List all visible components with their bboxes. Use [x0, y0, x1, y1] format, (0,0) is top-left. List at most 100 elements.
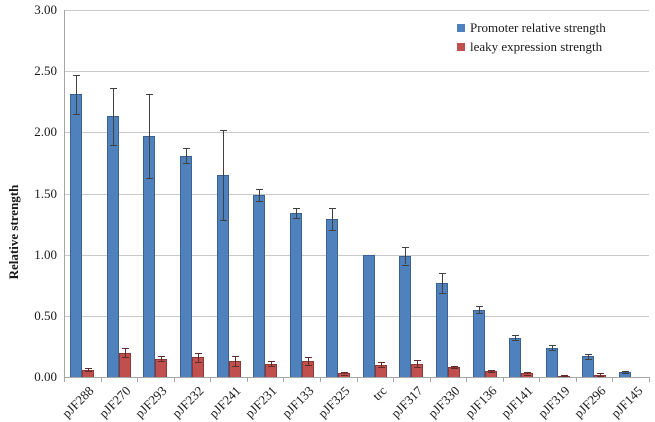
legend-item-promoter: Promoter relative strength	[457, 21, 606, 35]
errorbar-leaky-pJF133-cap-top	[304, 357, 312, 359]
errorbar-promoter-pJF296-cap-top	[585, 353, 593, 355]
y-tick-label: 2.00	[34, 124, 57, 140]
errorbar-promoter-pJF141	[515, 335, 516, 341]
errorbar-leaky-pJF231-cap-top	[268, 361, 276, 363]
errorbar-promoter-pJF141-cap-bottom	[512, 340, 519, 342]
errorbar-leaky-pJF317-cap-top	[414, 359, 422, 361]
errorbar-promoter-pJF133-cap-top	[292, 208, 300, 210]
y-tick-label: 2.50	[34, 63, 57, 79]
legend-swatch-leaky-icon	[457, 43, 465, 51]
errorbar-leaky-pJF241	[234, 356, 236, 366]
x-tick-mark	[356, 378, 358, 382]
legend-label-leaky: leaky expression strength	[470, 39, 603, 54]
legend-swatch-promoter-icon	[457, 24, 465, 32]
bar-promoter-pJF133	[289, 213, 302, 377]
errorbar-leaky-pJF136	[490, 369, 492, 373]
errorbar-promoter-pJF325	[332, 208, 334, 231]
errorbar-leaky-pJF241-cap-top	[231, 356, 239, 358]
errorbar-promoter-pJF330	[441, 273, 443, 293]
errorbar-leaky-pJF317	[417, 359, 419, 368]
errorbar-leaky-trc	[380, 362, 382, 368]
errorbar-promoter-pJF293-cap-bottom	[146, 177, 154, 179]
errorbar-promoter-pJF133	[295, 208, 297, 218]
y-tick-label: 1.00	[34, 246, 57, 262]
errorbar-leaky-trc-cap-top	[377, 362, 385, 364]
legend-label-promoter: Promoter relative strength	[470, 20, 606, 35]
x-tick-mark	[502, 378, 504, 382]
x-tick-mark	[64, 378, 65, 382]
errorbar-leaky-pJF330-cap-top	[450, 366, 458, 367]
errorbar-leaky-pJF325-cap-bottom	[341, 374, 349, 376]
x-tick-mark	[319, 378, 321, 382]
errorbar-promoter-pJF319-cap-top	[548, 345, 556, 347]
errorbar-leaky-pJF133	[307, 357, 309, 365]
errorbar-promoter-pJF232-cap-top	[183, 148, 190, 150]
errorbar-leaky-pJF136-cap-bottom	[487, 372, 495, 374]
y-tick-label: 3.00	[34, 2, 57, 17]
y-axis-title: Relative strength	[6, 184, 21, 280]
errorbar-leaky-pJF270-cap-top	[121, 347, 129, 349]
errorbar-promoter-pJF325-cap-top	[329, 208, 337, 210]
gridline	[64, 71, 649, 73]
errorbar-promoter-pJF317-cap-bottom	[402, 264, 410, 266]
errorbar-leaky-pJF232-cap-top	[195, 352, 202, 354]
x-tick-mark	[393, 378, 395, 382]
errorbar-promoter-pJF296-cap-bottom	[585, 358, 593, 360]
bar-promoter-pJF141	[509, 337, 521, 377]
x-tick-mark	[283, 378, 285, 382]
errorbar-leaky-pJF288-cap-top	[85, 368, 93, 370]
errorbar-leaky-pJF293-cap-bottom	[158, 361, 166, 363]
bar-promoter-pJF330	[435, 282, 448, 377]
errorbar-leaky-pJF293	[161, 356, 163, 362]
errorbar-promoter-pJF270	[112, 88, 114, 145]
errorbar-promoter-pJF288	[76, 74, 78, 114]
bar-promoter-trc	[362, 254, 375, 377]
errorbar-leaky-pJF141	[527, 372, 528, 375]
errorbar-promoter-pJF241-cap-top	[219, 129, 227, 131]
errorbar-leaky-pJF325	[344, 372, 346, 375]
errorbar-promoter-pJF231	[259, 188, 261, 201]
errorbar-promoter-pJF145	[624, 370, 626, 374]
errorbar-promoter-pJF136-cap-bottom	[475, 313, 483, 315]
x-tick-mark	[539, 378, 541, 382]
errorbar-leaky-pJF288-cap-bottom	[85, 370, 93, 372]
errorbar-promoter-pJF231-cap-bottom	[256, 200, 264, 202]
x-tick-mark	[612, 378, 614, 382]
errorbar-leaky-pJF270-cap-bottom	[121, 357, 129, 359]
errorbar-promoter-pJF270-cap-bottom	[109, 144, 117, 146]
errorbar-leaky-pJF330-cap-bottom	[450, 368, 458, 370]
errorbar-leaky-pJF330	[453, 366, 455, 369]
errorbar-leaky-pJF270	[124, 347, 126, 358]
errorbar-leaky-pJF293-cap-top	[158, 356, 166, 358]
errorbar-promoter-pJF145-cap-top	[621, 370, 629, 372]
bar-promoter-pJF288	[70, 94, 83, 377]
errorbar-leaky-pJF141-cap-bottom	[524, 374, 531, 376]
errorbar-promoter-pJF231-cap-top	[256, 188, 264, 190]
legend-item-leaky: leaky expression strength	[457, 40, 606, 54]
errorbar-leaky-pJF296	[600, 373, 602, 376]
errorbar-promoter-pJF319	[551, 345, 553, 351]
y-tick-label: 0.00	[34, 369, 57, 384]
errorbar-leaky-pJF231-cap-bottom	[268, 366, 276, 367]
bar-promoter-pJF317	[399, 255, 412, 377]
bar-promoter-pJF270	[106, 116, 119, 377]
x-tick-mark	[173, 378, 175, 382]
gridline	[64, 132, 649, 134]
errorbar-leaky-pJF133-cap-bottom	[304, 364, 312, 366]
errorbar-leaky-pJF325-cap-top	[341, 372, 349, 374]
y-tick-label: 0.50	[34, 307, 57, 323]
errorbar-promoter-pJF330-cap-top	[438, 273, 446, 274]
x-tick-mark	[210, 378, 212, 382]
x-tick-mark	[246, 378, 248, 382]
gridline	[64, 10, 649, 11]
x-tick-mark	[466, 378, 468, 382]
gridline	[64, 315, 649, 317]
bar-promoter-pJF231	[253, 194, 266, 377]
y-axis-line	[64, 10, 65, 377]
errorbar-leaky-pJF317-cap-bottom	[414, 367, 422, 369]
errorbar-promoter-pJF133-cap-bottom	[292, 218, 300, 219]
errorbar-promoter-pJF317	[405, 247, 407, 265]
x-tick-mark	[649, 378, 650, 382]
errorbar-promoter-pJF317-cap-top	[402, 247, 410, 249]
errorbar-promoter-pJF330-cap-bottom	[438, 292, 446, 294]
